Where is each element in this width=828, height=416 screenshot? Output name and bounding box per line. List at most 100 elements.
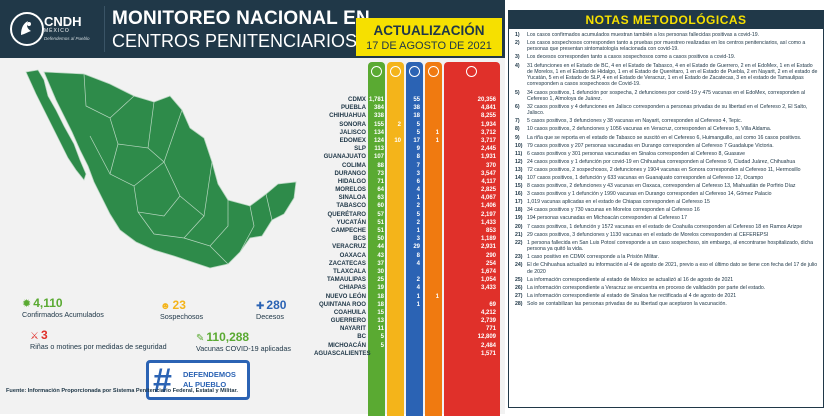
vaccines-value: 1,406 — [480, 203, 496, 210]
note-number: 22) — [515, 239, 523, 246]
vaccines-values: 20,356 4,841 8,255 1,934 3,712 3,717 2,445 1,93… — [444, 96, 496, 358]
riots-value — [425, 153, 439, 161]
deaths-value: 1 — [416, 228, 420, 234]
note-text: 7 casos positivos, 1 defunción y 1572 va… — [527, 223, 803, 230]
mainland-shape — [43, 71, 297, 269]
vaccines-value: 3,712 — [480, 129, 496, 136]
deaths-value: 38 — [413, 105, 420, 112]
suspected-column — [387, 96, 404, 416]
confirmed-value: 43 — [377, 252, 384, 259]
confirmed-column-header — [368, 62, 385, 96]
vaccines-value: 3,547 — [480, 170, 496, 177]
riots-value — [425, 178, 439, 186]
confirmed-value: 18 — [377, 293, 384, 300]
suspected-value — [387, 129, 401, 137]
note-number: 11) — [515, 150, 523, 157]
deaths-value: 5 — [416, 121, 420, 128]
riots-value — [425, 186, 439, 194]
riots-value — [425, 112, 439, 120]
confirmed-label: Confirmados Acumulados — [22, 310, 104, 319]
note-number: 14) — [515, 175, 523, 181]
riots-value — [425, 284, 439, 292]
suspected-value — [387, 309, 401, 317]
confirmed-value: 51 — [377, 228, 384, 234]
confirmed-summary: ✹ 4,110 Confirmados Acumulados — [22, 296, 104, 319]
riot-icon: ⚔ — [30, 331, 39, 342]
confirmed-value: 384 — [373, 105, 384, 112]
deaths-value: 1 — [416, 195, 420, 202]
note-item: 19) 194 personas vacunadas en Michoacán c… — [515, 215, 819, 221]
note-number: 28) — [515, 300, 523, 307]
note-text: 194 personas vacunadas en Michoacán corr… — [527, 215, 688, 222]
riots-value — [425, 235, 439, 243]
vaccines-value: 2,739 — [480, 318, 496, 325]
state-name: VERACRUZ — [332, 243, 366, 251]
deaths-summary: ✚ 280 Decesos — [256, 298, 286, 321]
suspected-value — [387, 293, 401, 301]
deaths-value: 4 — [416, 260, 420, 267]
riots-value — [425, 342, 439, 350]
suspected-value — [387, 260, 401, 268]
vaccines-value: 3,433 — [480, 285, 496, 292]
note-number: 15) — [515, 183, 523, 190]
note-item: 9) La riña que se reporta en el estado de… — [515, 135, 819, 141]
note-text: 72 casos positivos, 2 sospechosos, 2 def… — [527, 166, 801, 173]
state-name: PUEBLA — [340, 104, 366, 112]
vaccines-value: 853 — [485, 228, 496, 234]
person-icon — [390, 66, 401, 77]
update-label: ACTUALIZACIÓN — [373, 23, 485, 38]
suspected-value — [387, 227, 401, 235]
riots-value — [425, 260, 439, 268]
note-number: 5) — [515, 89, 520, 96]
suspected-values: 2 10 — [387, 96, 401, 358]
deaths-value: 1 — [416, 301, 420, 308]
suspected-column-header — [387, 62, 404, 96]
state-name: OAXACA — [339, 251, 366, 259]
note-item: 25) La información correspondiente al est… — [515, 277, 819, 283]
notes-title: NOTAS METODOLÓGICAS — [509, 11, 823, 29]
vaccines-value: 1,571 — [480, 350, 496, 357]
confirmed-values: 1,781 384 338 155 134 124 113 107 88 73 71 64 63 60 57… — [368, 96, 384, 358]
deaths-value — [406, 350, 420, 358]
riots-value — [425, 252, 439, 260]
suspected-total: 23 — [172, 298, 186, 312]
note-text: 3 casos positivos y 1 defunción y 1990 v… — [527, 191, 772, 198]
riots-value — [425, 194, 439, 202]
deaths-value: 7 — [416, 162, 420, 169]
vaccines-summary: ✎ 110,288 Vacunas COVID-19 aplicadas — [196, 330, 291, 353]
state-name: AGUASCALIENTES — [314, 349, 371, 357]
state-name: GUANAJUATO — [323, 153, 366, 161]
riots-value: 1 — [435, 137, 439, 144]
confirmed-value: 11 — [377, 326, 384, 333]
riots-value — [425, 104, 439, 112]
notes-list: 1) Los casos confirmados acumulados muest… — [515, 32, 819, 309]
note-number: 20) — [515, 223, 523, 230]
cndh-emblem-icon — [10, 12, 44, 46]
state-name: BC — [357, 333, 366, 341]
note-item: 8) 10 casos positivos, 2 defunciones y 10… — [515, 126, 819, 132]
header-bar: CNDH MÉXICO Defendemos al Pueblo MONITOR… — [0, 0, 505, 58]
note-item: 12) 24 casos positivos y 1 defunción por … — [515, 159, 819, 165]
suspected-value — [387, 268, 401, 276]
suspected-value — [387, 284, 401, 292]
note-text: 10 casos positivos, 2 defunciones y 1056… — [527, 126, 772, 133]
suspected-value — [387, 235, 401, 243]
syringe-icon: ✎ — [196, 333, 205, 344]
vaccines-value: 1,433 — [480, 219, 496, 226]
deaths-value: 2 — [416, 203, 420, 210]
confirmed-value: 51 — [377, 219, 384, 226]
suspected-value — [387, 96, 401, 104]
note-text: La información correspondiente a Veracru… — [527, 284, 766, 291]
vaccines-value: 1,931 — [480, 154, 496, 161]
suspected-value — [387, 342, 401, 350]
note-number: 27) — [515, 292, 523, 299]
methodology-notes: NOTAS METODOLÓGICAS 1) Los casos confirma… — [508, 10, 824, 408]
deaths-value: 4 — [416, 187, 420, 194]
confirmed-value: 57 — [377, 211, 384, 218]
riots-value — [425, 325, 439, 333]
state-name: TAMAULIPAS — [326, 276, 366, 284]
confirmed-value: 1,781 — [368, 97, 384, 103]
note-number: 18) — [515, 207, 523, 214]
confirmed-value: 19 — [377, 285, 384, 292]
confirmed-value: 60 — [377, 203, 384, 210]
